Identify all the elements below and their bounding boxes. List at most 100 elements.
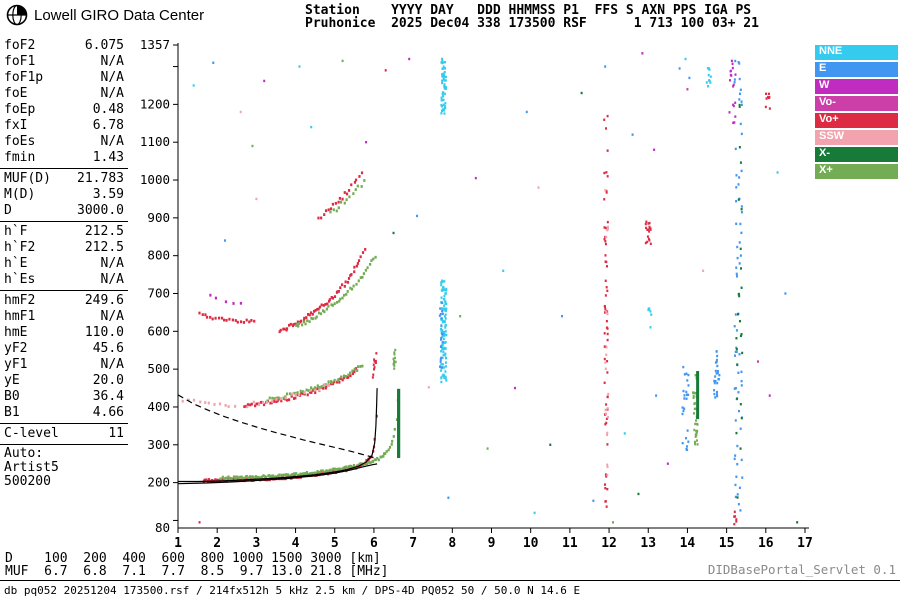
param-label: M(D): [4, 187, 36, 202]
y-tick-label: 800: [147, 248, 170, 263]
y-tick-label: 1000: [140, 172, 170, 187]
series-rfi-7.8-top: [440, 57, 448, 115]
param-label: foEs: [4, 134, 36, 149]
series-f-trace-hop2-x: [266, 364, 364, 403]
param-row-clevel: C-level 11: [4, 426, 130, 442]
param-value: N/A: [100, 272, 124, 287]
series-sporadic-noise: [192, 52, 799, 524]
x-tick-label: 15: [719, 536, 735, 551]
param-row-b0: B0 36.4: [4, 389, 130, 405]
series-f-trace-hop1-x: [219, 398, 400, 481]
y-tick-label: 500: [147, 361, 170, 376]
param-value: 212.5: [84, 240, 124, 255]
series-rfi-14.5-cyan: [705, 67, 712, 88]
x-tick-label: 14: [680, 536, 696, 551]
param-label: foF1: [4, 54, 36, 69]
series-low-freq-multiple: [198, 311, 256, 324]
autoscaling-info-line: Auto:: [4, 446, 44, 461]
series-f-trace-hop3-x: [295, 255, 377, 328]
parameter-panel: foF2 6.075 foF1 N/A foF1p N/A foE N/A foEp 0.48 fx…: [0, 38, 130, 489]
series-x-asymptote-bar: [397, 388, 401, 459]
param-separator: [0, 221, 128, 222]
legend-item-x-: X-: [815, 147, 898, 162]
param-row-yf2: yF2 45.6: [4, 341, 130, 357]
autoscaling-info-line: Artist5: [4, 460, 59, 475]
param-value: N/A: [100, 309, 124, 324]
param-value: 36.4: [92, 389, 124, 404]
param-value: 4.66: [92, 405, 124, 420]
series-f-trace-hop2-o: [243, 367, 357, 409]
param-value: 212.5: [84, 224, 124, 239]
station-header-line2: Pruhonice 2025 Dec04 338 173500 RSF 1 71…: [305, 16, 759, 31]
giro-globe-logo: [6, 4, 28, 26]
series-rfi-13-cyan: [647, 307, 653, 329]
param-value: N/A: [100, 54, 124, 69]
series-rfi-14.2-bar: [696, 371, 700, 420]
series-f-trace-hop1-o: [202, 414, 378, 483]
param-row-foes: foEs N/A: [4, 134, 130, 150]
param-value: 21.783: [77, 171, 124, 186]
param-label: h`F2: [4, 240, 36, 255]
param-value: N/A: [100, 357, 124, 372]
station-header-line1: Station YYYY DAY DDD HHMMSS P1 FFS S AXN…: [305, 3, 752, 18]
param-label: foE: [4, 86, 28, 101]
param-label: yF1: [4, 357, 28, 372]
param-label: D: [4, 203, 12, 218]
legend-item-vo+: Vo+: [815, 113, 898, 128]
param-row-hf: h`F 212.5: [4, 224, 130, 240]
x-tick-label: 9: [488, 536, 496, 551]
series-f-trace-hop3-o: [278, 248, 367, 334]
y-tick-label: 300: [147, 437, 170, 452]
y-tick-label: 1357: [140, 37, 170, 52]
param-row-hmf2: hmF2 249.6: [4, 293, 130, 309]
series-rfi-7.8-mid: [440, 279, 448, 384]
series-rfi-14-blue: [681, 365, 690, 452]
param-row-foep: foEp 0.48: [4, 102, 130, 118]
param-label: fmin: [4, 150, 36, 165]
param-value: 6.78: [92, 118, 124, 133]
echo-status-legend: NNE E W Vo- Vo+ SSW X- X+: [815, 45, 898, 181]
param-row-hme: hmE 110.0: [4, 325, 130, 341]
series-w-specks: [209, 293, 243, 305]
param-label: C-level: [4, 426, 59, 441]
y-tick-label: 600: [147, 323, 170, 338]
param-row-b1: B1 4.66: [4, 405, 130, 421]
series-rfi-15.3-dark: [735, 103, 744, 499]
param-separator: [0, 290, 128, 291]
muf-table-muf-row: MUF 6.7 6.8 7.1 7.7 8.5 9.7 13.0 21.8 [M…: [5, 564, 389, 579]
x-tick-label: 2: [213, 536, 221, 551]
y-tick-label: 700: [147, 285, 170, 300]
plot-axes: 8020030040050060070080090010001100120013…: [140, 37, 813, 551]
series-low-freq-2hop: [181, 398, 237, 408]
param-value: 3000.0: [77, 203, 124, 218]
param-value: N/A: [100, 134, 124, 149]
y-tick-label: 200: [147, 475, 170, 490]
measurement-status-line: db pq052 20251204 173500.rsf / 214fx512h…: [4, 584, 581, 597]
y-tick-label: 900: [147, 210, 170, 225]
param-row-ye: yE 20.0: [4, 373, 130, 389]
series-rfi-16-red: [764, 92, 771, 110]
param-value: 20.0: [92, 373, 124, 388]
param-label: B1: [4, 405, 20, 420]
x-tick-label: 8: [448, 536, 456, 551]
x-tick-label: 11: [562, 536, 578, 551]
series-artist-fitted-trace: [178, 388, 378, 483]
param-value: N/A: [100, 86, 124, 101]
param-label: fxI: [4, 118, 28, 133]
x-tick-label: 5: [331, 536, 339, 551]
series-hop2-x-asymptote: [392, 348, 397, 370]
param-value: 45.6: [92, 341, 124, 356]
x-tick-label: 7: [409, 536, 417, 551]
brand-title: Lowell GIRO Data Center: [34, 6, 205, 24]
param-label: yE: [4, 373, 20, 388]
param-row-fxi: fxI 6.78: [4, 118, 130, 134]
param-label: h`F: [4, 224, 28, 239]
param-value: 11: [108, 426, 124, 441]
param-row-fof1: foF1 N/A: [4, 54, 130, 70]
y-tick-label: 400: [147, 399, 170, 414]
param-value: 6.075: [84, 38, 124, 53]
param-value: 1.43: [92, 150, 124, 165]
param-label: B0: [4, 389, 20, 404]
param-row-he: h`E N/A: [4, 256, 130, 272]
